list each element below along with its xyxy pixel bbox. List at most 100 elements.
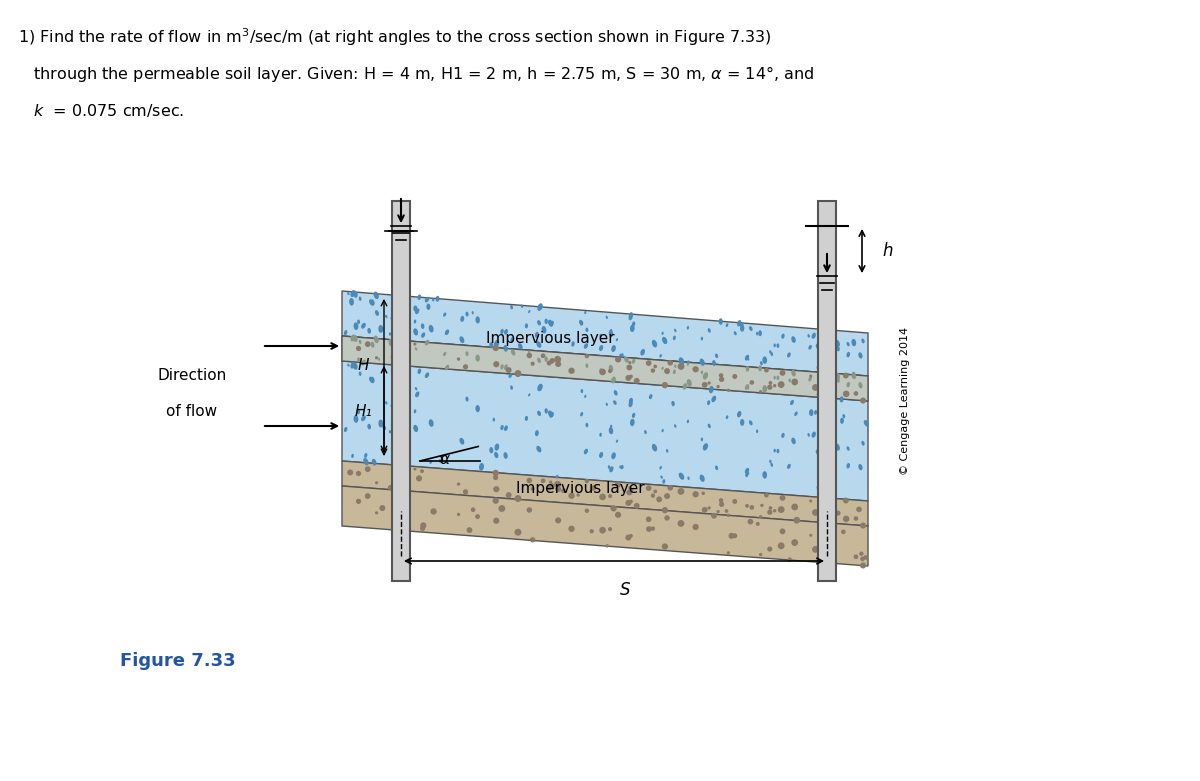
- Circle shape: [853, 516, 858, 521]
- Text: $k$  = 0.075 cm/sec.: $k$ = 0.075 cm/sec.: [18, 102, 185, 119]
- Circle shape: [833, 497, 836, 501]
- Circle shape: [728, 533, 734, 539]
- Ellipse shape: [745, 473, 749, 477]
- Circle shape: [505, 367, 511, 373]
- Ellipse shape: [769, 460, 772, 463]
- Ellipse shape: [719, 318, 722, 325]
- Ellipse shape: [748, 358, 749, 361]
- Ellipse shape: [359, 372, 361, 376]
- Ellipse shape: [836, 377, 840, 383]
- Ellipse shape: [708, 328, 710, 333]
- Circle shape: [768, 506, 773, 510]
- Circle shape: [650, 369, 655, 373]
- Ellipse shape: [774, 448, 776, 452]
- Circle shape: [515, 370, 522, 377]
- Ellipse shape: [852, 372, 856, 379]
- Ellipse shape: [371, 299, 374, 305]
- Circle shape: [708, 381, 710, 384]
- Circle shape: [719, 498, 724, 503]
- Circle shape: [756, 522, 760, 526]
- Ellipse shape: [586, 423, 588, 427]
- Circle shape: [661, 382, 668, 388]
- Circle shape: [420, 469, 424, 473]
- Ellipse shape: [364, 453, 367, 458]
- Ellipse shape: [364, 458, 368, 465]
- Ellipse shape: [353, 335, 358, 342]
- Circle shape: [859, 551, 864, 556]
- Circle shape: [764, 368, 769, 373]
- Ellipse shape: [811, 432, 816, 437]
- Ellipse shape: [776, 344, 779, 348]
- Ellipse shape: [629, 398, 632, 404]
- Ellipse shape: [401, 322, 404, 326]
- Circle shape: [614, 356, 622, 362]
- Ellipse shape: [781, 333, 785, 339]
- Circle shape: [569, 368, 575, 374]
- Ellipse shape: [383, 425, 386, 430]
- Ellipse shape: [538, 411, 541, 416]
- Circle shape: [653, 365, 658, 369]
- Ellipse shape: [758, 366, 762, 371]
- Ellipse shape: [358, 409, 360, 414]
- Circle shape: [863, 555, 868, 560]
- Ellipse shape: [620, 465, 624, 469]
- Ellipse shape: [389, 339, 394, 347]
- Ellipse shape: [400, 333, 402, 336]
- Ellipse shape: [385, 315, 388, 318]
- Ellipse shape: [541, 326, 546, 333]
- Circle shape: [758, 515, 762, 519]
- Circle shape: [608, 527, 612, 531]
- Circle shape: [584, 354, 589, 358]
- Circle shape: [860, 557, 865, 562]
- Circle shape: [853, 391, 858, 396]
- Ellipse shape: [367, 328, 371, 333]
- Circle shape: [842, 515, 850, 522]
- Ellipse shape: [402, 317, 406, 324]
- Ellipse shape: [395, 407, 396, 410]
- Circle shape: [548, 480, 552, 483]
- Ellipse shape: [373, 336, 379, 343]
- Ellipse shape: [466, 312, 468, 316]
- Ellipse shape: [500, 329, 504, 334]
- Ellipse shape: [359, 340, 361, 344]
- Ellipse shape: [378, 325, 383, 333]
- Ellipse shape: [430, 460, 432, 464]
- Circle shape: [467, 527, 473, 533]
- Ellipse shape: [774, 344, 776, 348]
- Text: H: H: [358, 358, 370, 373]
- Ellipse shape: [788, 379, 791, 383]
- Ellipse shape: [370, 376, 374, 383]
- Ellipse shape: [415, 391, 419, 398]
- Circle shape: [760, 504, 763, 507]
- Polygon shape: [342, 336, 868, 401]
- Ellipse shape: [353, 362, 358, 369]
- Circle shape: [812, 384, 818, 390]
- Ellipse shape: [398, 441, 403, 449]
- Ellipse shape: [378, 358, 380, 361]
- Ellipse shape: [660, 476, 662, 479]
- Ellipse shape: [371, 376, 374, 383]
- Circle shape: [527, 507, 532, 513]
- Ellipse shape: [545, 356, 548, 362]
- Ellipse shape: [418, 369, 421, 374]
- Ellipse shape: [701, 370, 703, 374]
- Ellipse shape: [599, 452, 604, 458]
- Circle shape: [650, 494, 655, 497]
- Circle shape: [401, 477, 408, 484]
- Ellipse shape: [510, 337, 514, 343]
- Ellipse shape: [629, 312, 632, 319]
- Ellipse shape: [809, 409, 814, 416]
- Ellipse shape: [619, 465, 622, 469]
- Circle shape: [611, 505, 617, 512]
- Ellipse shape: [500, 425, 504, 430]
- Ellipse shape: [494, 452, 498, 458]
- Circle shape: [827, 497, 834, 504]
- Ellipse shape: [475, 316, 480, 323]
- Circle shape: [541, 479, 546, 483]
- Circle shape: [493, 361, 499, 367]
- Ellipse shape: [425, 373, 430, 378]
- Ellipse shape: [414, 306, 416, 310]
- Ellipse shape: [787, 352, 791, 358]
- Ellipse shape: [809, 345, 812, 350]
- Circle shape: [569, 493, 575, 499]
